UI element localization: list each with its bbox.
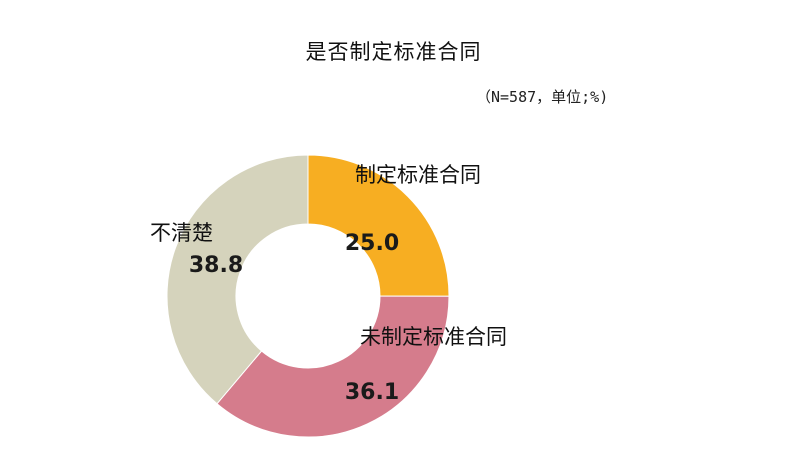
slice-label-3: 不清楚 (150, 221, 213, 245)
slice-label-1: 制定标准合同 (355, 163, 481, 187)
donut-slice-3 (166, 154, 309, 405)
slice-label-2: 未制定标准合同 (360, 325, 507, 349)
slice-value-2: 36.1 (345, 380, 399, 405)
donut-labels: 制定标准合同 25.0 未制定标准合同 36.1 不清楚 38.8 (150, 163, 507, 405)
slice-value-1: 25.0 (345, 231, 399, 256)
donut-slice-2 (216, 295, 450, 438)
chart-title: 是否制定标准合同 (305, 40, 482, 64)
donut-slice-1 (307, 154, 450, 297)
chart-subtitle: （N=587，单位;%) (476, 88, 609, 106)
donut-slices (166, 154, 450, 438)
slice-value-3: 38.8 (189, 253, 243, 278)
